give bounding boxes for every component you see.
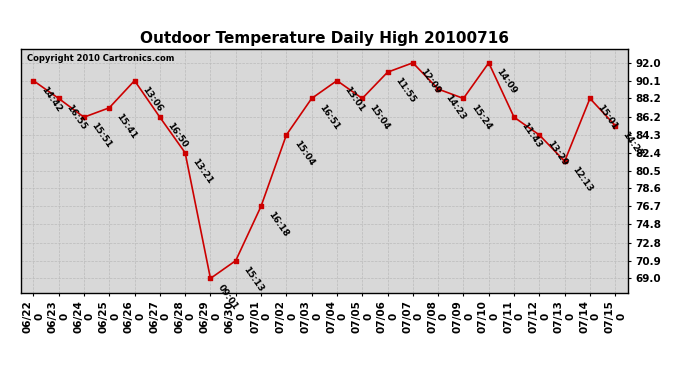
Point bbox=[433, 86, 444, 92]
Point bbox=[104, 105, 115, 111]
Point bbox=[534, 132, 545, 138]
Text: 15:41: 15:41 bbox=[115, 112, 139, 141]
Text: Copyright 2010 Cartronics.com: Copyright 2010 Cartronics.com bbox=[27, 54, 174, 63]
Point bbox=[205, 275, 216, 281]
Text: 13:01: 13:01 bbox=[342, 85, 366, 113]
Text: 15:13: 15:13 bbox=[241, 265, 265, 293]
Point bbox=[509, 114, 520, 120]
Text: 12:13: 12:13 bbox=[570, 165, 594, 194]
Text: 14:42: 14:42 bbox=[39, 85, 63, 114]
Point bbox=[458, 96, 469, 102]
Point bbox=[28, 78, 39, 84]
Point bbox=[306, 96, 317, 102]
Point bbox=[382, 69, 393, 75]
Text: 09:01: 09:01 bbox=[216, 283, 239, 311]
Point bbox=[407, 60, 418, 66]
Text: 16:51: 16:51 bbox=[317, 103, 341, 131]
Text: 11:43: 11:43 bbox=[520, 122, 544, 150]
Point bbox=[155, 114, 166, 120]
Text: 15:04: 15:04 bbox=[368, 103, 392, 131]
Text: 15:01: 15:01 bbox=[595, 103, 619, 131]
Point bbox=[483, 60, 494, 66]
Text: 11:55: 11:55 bbox=[393, 76, 417, 105]
Point bbox=[255, 203, 266, 209]
Text: 15:51: 15:51 bbox=[90, 122, 113, 150]
Point bbox=[79, 114, 90, 120]
Text: 16:55: 16:55 bbox=[64, 103, 88, 131]
Text: 13:29: 13:29 bbox=[545, 139, 569, 168]
Text: 16:18: 16:18 bbox=[266, 210, 290, 239]
Text: 14:27: 14:27 bbox=[621, 130, 644, 159]
Point bbox=[559, 158, 570, 164]
Text: 12:09: 12:09 bbox=[418, 67, 442, 96]
Text: 14:09: 14:09 bbox=[494, 67, 518, 96]
Point bbox=[129, 78, 140, 84]
Text: 15:24: 15:24 bbox=[469, 103, 493, 131]
Point bbox=[179, 150, 190, 156]
Point bbox=[610, 123, 621, 129]
Text: 13:21: 13:21 bbox=[190, 157, 215, 186]
Text: 16:50: 16:50 bbox=[166, 122, 189, 150]
Text: 13:06: 13:06 bbox=[140, 85, 164, 113]
Point bbox=[584, 96, 595, 102]
Point bbox=[357, 96, 368, 102]
Point bbox=[53, 96, 64, 102]
Point bbox=[331, 78, 342, 84]
Point bbox=[230, 258, 241, 264]
Text: 15:04: 15:04 bbox=[292, 139, 316, 168]
Point bbox=[281, 132, 292, 138]
Title: Outdoor Temperature Daily High 20100716: Outdoor Temperature Daily High 20100716 bbox=[140, 31, 509, 46]
Text: 14:23: 14:23 bbox=[444, 93, 468, 122]
